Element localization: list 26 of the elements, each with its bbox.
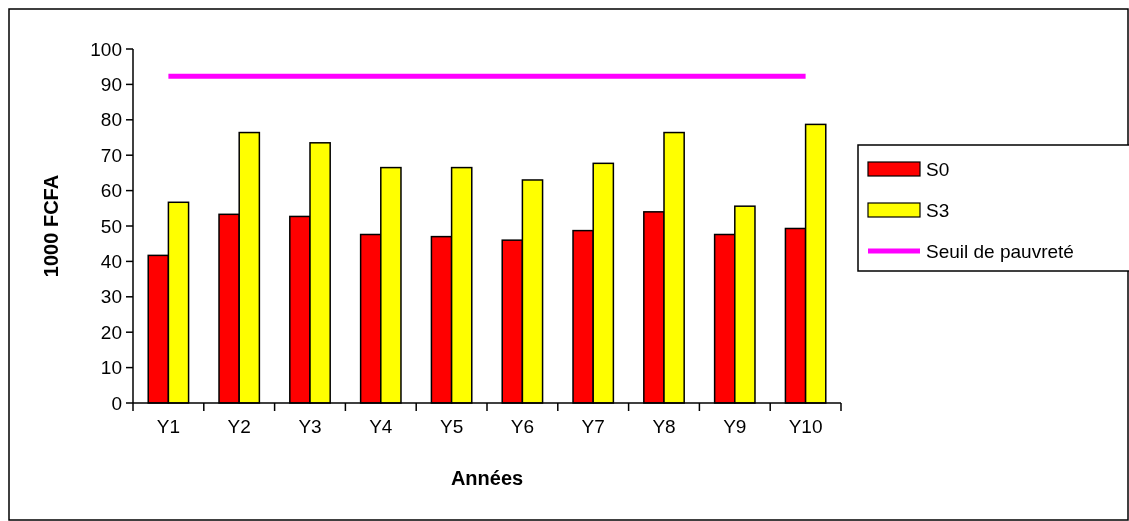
y-tick-label: 40 [100, 251, 122, 273]
y-tick-label: 10 [100, 357, 122, 379]
x-tick-label: Y9 [723, 416, 747, 437]
legend-label: S0 [926, 158, 950, 180]
y-tick-label: 60 [100, 180, 122, 202]
y-tick-label: 30 [100, 286, 122, 308]
y-tick-label: 0 [111, 392, 122, 414]
legend-label: Seuil de pauvreté [926, 240, 1074, 262]
legend-label: S3 [926, 199, 950, 221]
y-tick-label: 80 [100, 109, 122, 131]
x-axis-title: Années [450, 467, 524, 489]
x-tick-label: Y6 [510, 416, 535, 437]
x-tick-label: Y10 [788, 416, 823, 437]
y-tick-label: 20 [100, 321, 122, 343]
y-tick-label: 70 [100, 144, 122, 166]
x-tick-label: Y8 [652, 416, 676, 437]
y-tick-label: 50 [100, 215, 122, 237]
x-tick-label: Y4 [369, 416, 393, 437]
x-tick-label: Y3 [298, 416, 322, 437]
x-tick-label: Y1 [156, 416, 181, 437]
x-tick-label: Y5 [439, 416, 464, 437]
y-tick-label: 100 [90, 38, 122, 60]
y-axis-title: 1000 FCFA [40, 174, 62, 278]
x-tick-label: Y7 [581, 416, 605, 437]
x-tick-label: Y2 [227, 416, 251, 437]
y-tick-label: 90 [100, 74, 122, 96]
